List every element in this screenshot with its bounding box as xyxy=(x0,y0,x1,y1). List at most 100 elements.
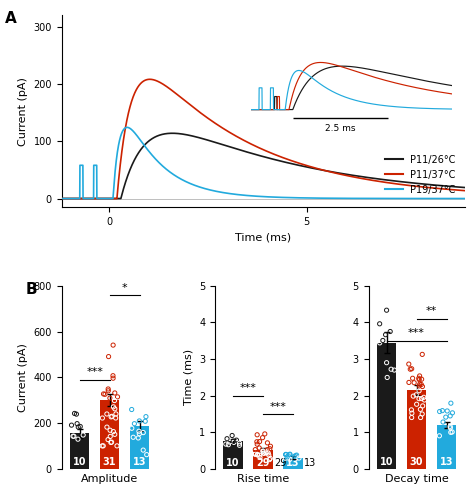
Point xyxy=(439,418,447,426)
Point xyxy=(114,393,121,401)
Point xyxy=(251,450,259,458)
Point xyxy=(108,438,115,446)
X-axis label: Rise time: Rise time xyxy=(237,474,289,484)
Text: **: ** xyxy=(426,306,437,316)
Point xyxy=(286,455,293,463)
Y-axis label: Time (ms): Time (ms) xyxy=(183,349,193,405)
Point xyxy=(107,438,115,447)
Point xyxy=(282,451,290,459)
Point xyxy=(106,426,114,434)
Bar xyxy=(377,343,396,469)
Point xyxy=(382,331,389,339)
Point xyxy=(447,428,455,436)
Point xyxy=(236,441,243,449)
Point xyxy=(112,410,120,418)
Point xyxy=(262,449,270,457)
Point xyxy=(233,436,240,444)
Point xyxy=(260,449,267,457)
Text: 13: 13 xyxy=(133,457,146,467)
Point xyxy=(254,451,261,459)
Point xyxy=(111,405,118,413)
Point xyxy=(447,399,455,407)
Point xyxy=(113,442,121,450)
Point xyxy=(266,455,274,463)
Point xyxy=(68,421,75,429)
Point xyxy=(263,448,271,456)
Text: 10: 10 xyxy=(380,457,393,467)
Point xyxy=(420,393,428,401)
Point xyxy=(383,373,391,382)
Point xyxy=(109,427,117,435)
Point xyxy=(109,403,117,411)
Point xyxy=(99,442,106,450)
Point xyxy=(229,437,237,445)
Point xyxy=(282,451,290,459)
Point xyxy=(447,424,454,432)
Point xyxy=(254,431,261,439)
Point xyxy=(410,379,418,387)
Point xyxy=(264,449,272,457)
Point xyxy=(111,397,118,405)
X-axis label: Decay time: Decay time xyxy=(385,474,448,484)
Point xyxy=(292,452,300,460)
Point xyxy=(409,374,417,383)
Text: ***: *** xyxy=(270,402,286,412)
Point xyxy=(223,434,231,443)
Point xyxy=(256,451,264,459)
Point xyxy=(136,430,143,438)
Text: ***: *** xyxy=(240,384,256,394)
Point xyxy=(254,451,261,459)
Point xyxy=(104,435,112,444)
Point xyxy=(139,428,147,436)
Point xyxy=(109,371,117,380)
Bar xyxy=(407,390,426,469)
Point xyxy=(230,438,237,447)
Text: 10: 10 xyxy=(227,458,240,468)
Point xyxy=(419,402,427,410)
Point xyxy=(391,366,398,374)
Point xyxy=(419,410,426,418)
Point xyxy=(101,390,109,398)
Point xyxy=(413,400,420,408)
Y-axis label: Current (pA): Current (pA) xyxy=(18,343,28,412)
Point xyxy=(107,413,115,421)
Point xyxy=(222,440,229,448)
Point xyxy=(386,328,394,336)
Text: B: B xyxy=(25,282,37,297)
Point xyxy=(261,430,269,438)
Point xyxy=(267,442,274,450)
Point xyxy=(291,452,298,460)
Point xyxy=(71,409,78,417)
Text: 13: 13 xyxy=(304,458,317,468)
Text: 10: 10 xyxy=(73,457,86,467)
Point xyxy=(236,439,243,447)
Point xyxy=(293,451,301,459)
Point xyxy=(254,440,261,448)
Point xyxy=(259,433,266,442)
Point xyxy=(436,432,443,440)
Point xyxy=(260,449,268,457)
Point xyxy=(415,374,422,383)
Point xyxy=(112,414,119,422)
Point xyxy=(438,407,446,415)
Point xyxy=(79,431,87,439)
Text: ***: *** xyxy=(86,367,103,377)
Point xyxy=(142,413,150,421)
Point xyxy=(109,341,117,349)
Point xyxy=(415,395,423,403)
Point xyxy=(135,434,142,442)
Point xyxy=(69,432,77,440)
Point xyxy=(418,381,425,389)
Point xyxy=(405,379,413,387)
Point xyxy=(143,451,151,459)
Text: ***: *** xyxy=(408,328,425,338)
Point xyxy=(139,446,147,454)
Point xyxy=(283,451,290,459)
Point xyxy=(416,372,423,380)
Point xyxy=(251,450,259,458)
Point xyxy=(420,396,428,404)
Point xyxy=(286,450,294,458)
Point xyxy=(419,383,426,391)
Point xyxy=(74,435,82,443)
Point xyxy=(259,447,267,455)
